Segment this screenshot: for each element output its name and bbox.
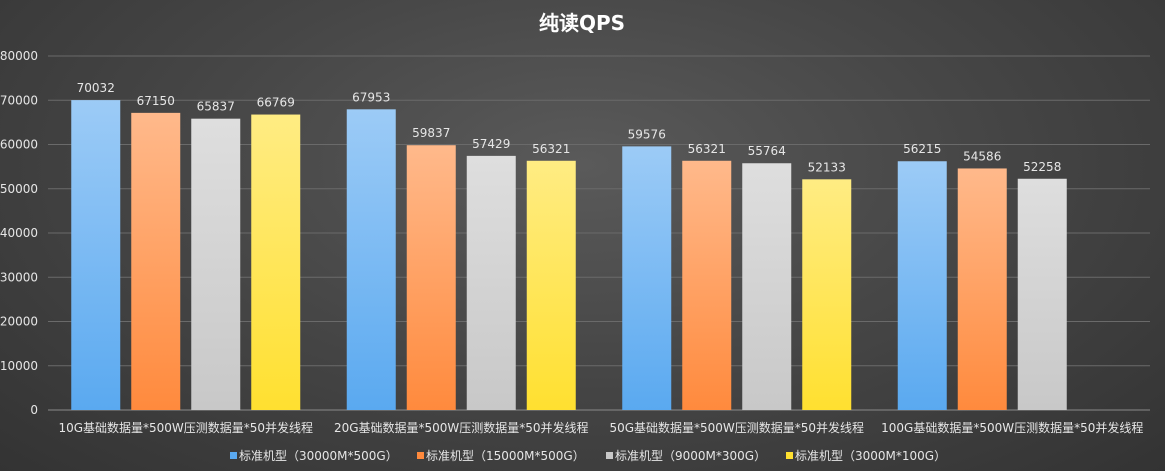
x-tick-label: 50G基础数据量*500W压测数据量*50并发线程: [609, 420, 864, 435]
data-label: 54586: [963, 149, 1001, 163]
legend-swatch: [417, 452, 424, 459]
y-tick-label: 80000: [0, 49, 38, 63]
data-label: 59837: [412, 126, 450, 140]
legend: 标准机型（30000M*500G） 标准机型（15000M*500G） 标准机型（9…: [230, 449, 946, 463]
x-tick-label: 100G基础数据量*500W压测数据量*50并发线程: [881, 420, 1143, 435]
y-tick-label: 0: [30, 403, 38, 417]
bar: [682, 160, 732, 410]
chart-title: 纯读QPS: [539, 11, 625, 35]
x-tick-label: 20G基础数据量*500W压测数据量*50并发线程: [334, 420, 589, 435]
legend-swatch: [230, 452, 237, 459]
bar: [346, 109, 396, 410]
data-labels: 70032 67150 65837 66769 67953 59837 57429 56321…: [77, 81, 1062, 174]
bar: [191, 118, 241, 411]
y-tick-label: 70000: [0, 93, 38, 107]
y-tick-label: 30000: [0, 270, 38, 284]
data-label: 56321: [688, 142, 726, 156]
y-axis-ticks: 0 10000 20000 30000 40000 50000 60000 70000 8000…: [0, 49, 38, 417]
data-label: 57429: [472, 137, 510, 151]
bar: [251, 114, 301, 410]
data-label: 59576: [628, 127, 666, 141]
y-tick-label: 40000: [0, 226, 38, 240]
y-tick-label: 10000: [0, 359, 38, 373]
y-tick-label: 20000: [0, 315, 38, 329]
legend-label: 标准机型（9000M*300G）: [615, 449, 766, 463]
bar: [897, 161, 947, 410]
data-label: 56215: [903, 142, 941, 156]
bar: [526, 160, 576, 410]
legend-label: 标准机型（3000M*100G）: [795, 449, 946, 463]
x-tick-label: 10G基础数据量*500W压测数据量*50并发线程: [58, 420, 313, 435]
legend-swatch: [606, 452, 613, 459]
bar: [742, 163, 792, 410]
data-label: 52133: [808, 160, 846, 174]
data-label: 56321: [532, 142, 570, 156]
x-axis-ticks: 10G基础数据量*500W压测数据量*50并发线程 20G基础数据量*500W压测…: [58, 420, 1143, 435]
bar: [131, 112, 181, 410]
legend-swatch: [786, 452, 793, 459]
bar: [1017, 178, 1067, 410]
legend-label: 标准机型（15000M*500G）: [426, 449, 585, 463]
data-label: 70032: [77, 81, 115, 95]
bar: [406, 145, 456, 411]
data-label: 67953: [352, 90, 390, 104]
bar: [802, 179, 852, 410]
data-label: 66769: [257, 96, 295, 110]
y-tick-label: 50000: [0, 182, 38, 196]
data-label: 52258: [1023, 160, 1061, 174]
bar: [71, 100, 121, 410]
y-tick-label: 60000: [0, 138, 38, 152]
bar: [622, 146, 672, 410]
bar: [466, 155, 516, 410]
data-label: 67150: [137, 94, 175, 108]
data-label: 55764: [748, 144, 786, 158]
bars: [71, 100, 1067, 411]
data-label: 65837: [197, 100, 235, 114]
legend-label: 标准机型（30000M*500G）: [239, 449, 398, 463]
bar: [957, 168, 1007, 410]
